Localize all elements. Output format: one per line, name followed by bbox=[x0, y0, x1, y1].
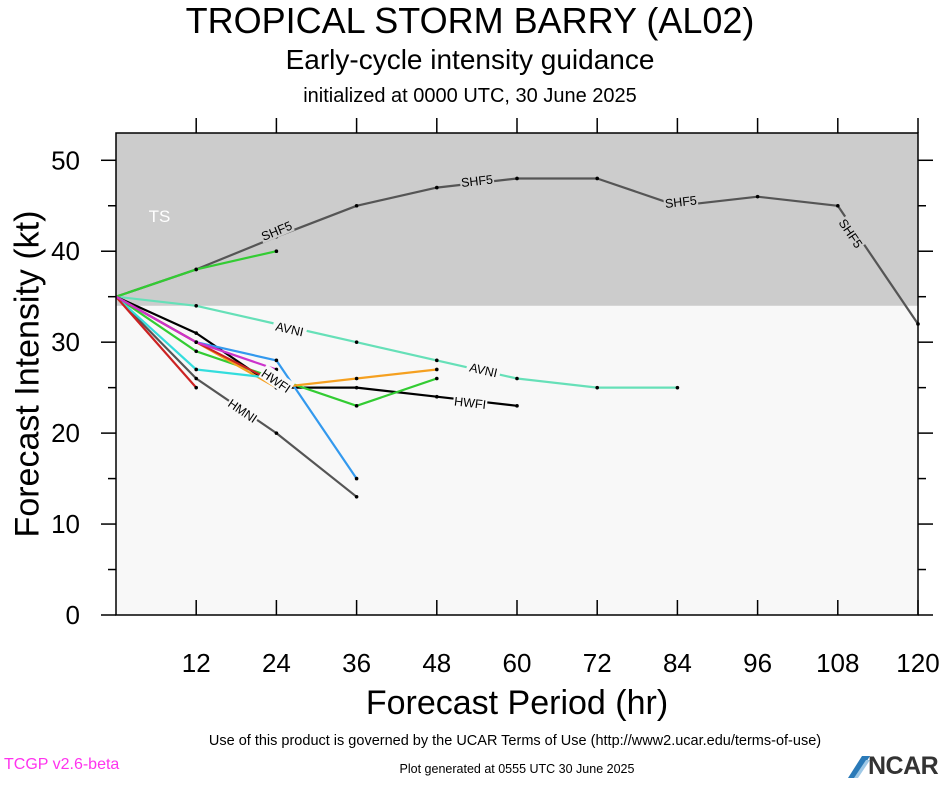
y-axis-title: Forecast Intensity (kt) bbox=[8, 210, 47, 538]
data-point-hmni bbox=[274, 431, 279, 435]
ts-band-label: TS bbox=[149, 207, 171, 226]
y-tick-label: 40 bbox=[51, 236, 80, 266]
series-line-avni bbox=[115, 295, 678, 389]
terms-of-use-notice: Use of this product is governed by the U… bbox=[208, 733, 822, 749]
series-label-background bbox=[257, 216, 295, 244]
series-label-background bbox=[452, 392, 489, 412]
series-label-text: SHF5 bbox=[460, 173, 493, 191]
x-tick-label: 60 bbox=[503, 648, 532, 678]
ncar-logo-text: NCAR bbox=[868, 752, 939, 780]
x-tick-label: 96 bbox=[743, 648, 772, 678]
ncar-logo: NCAR bbox=[848, 752, 939, 780]
x-tick-label: 72 bbox=[583, 648, 612, 678]
data-point-avni bbox=[435, 358, 439, 363]
series-label-background bbox=[224, 394, 262, 426]
series-label-shf5: SHF5 bbox=[459, 170, 495, 190]
y-tick-label: 20 bbox=[51, 418, 80, 448]
data-point-hwfi bbox=[515, 404, 519, 408]
x-tick-label: 84 bbox=[663, 648, 692, 678]
data-point-guidance-9 bbox=[194, 385, 198, 390]
series-label-text: SHF5 bbox=[664, 193, 697, 211]
series-label-avni: AVNI bbox=[465, 357, 502, 381]
ts-intensity-band bbox=[116, 133, 918, 306]
data-point-hmni bbox=[354, 494, 359, 499]
data-point-shf5 bbox=[755, 194, 760, 199]
data-point-avni bbox=[675, 385, 680, 390]
data-point-guidance-8 bbox=[194, 367, 198, 372]
y-tick-label: 30 bbox=[51, 327, 80, 357]
y-tick-label: 50 bbox=[51, 145, 80, 175]
data-point-guidance-6 bbox=[194, 349, 198, 354]
y-tick-label: 10 bbox=[51, 509, 80, 539]
data-point-guidance-6 bbox=[354, 404, 359, 408]
version-label: TCGP v2.6-beta bbox=[4, 756, 120, 773]
data-point-avni bbox=[595, 385, 599, 390]
series-label-background bbox=[662, 191, 699, 211]
data-point-shf5 bbox=[836, 203, 840, 208]
data-point-hwfi bbox=[435, 394, 439, 399]
y-tick-label: 0 bbox=[66, 600, 80, 630]
series-label-background bbox=[465, 357, 502, 381]
data-point-guidance-7 bbox=[354, 376, 359, 381]
data-point-guidance-4 bbox=[354, 476, 359, 481]
x-axis-title: Forecast Period (hr) bbox=[365, 684, 669, 722]
series-label-background bbox=[271, 316, 309, 340]
plot-frame bbox=[115, 132, 919, 616]
x-tick-label: 24 bbox=[262, 648, 291, 678]
series-label-text: AVNI bbox=[468, 360, 499, 380]
series-label-background bbox=[258, 364, 295, 396]
data-point-shf5 bbox=[515, 176, 519, 181]
data-point-guidance-6 bbox=[435, 376, 439, 381]
data-point-guidance-5 bbox=[194, 267, 198, 272]
data-point-hmni bbox=[194, 376, 198, 381]
x-tick-label: 36 bbox=[342, 648, 371, 678]
series-line-guidance-9 bbox=[115, 295, 198, 389]
data-point-guidance-5 bbox=[274, 249, 279, 254]
generated-timestamp: Plot generated at 0555 UTC 30 June 2025 bbox=[399, 762, 635, 776]
data-point-hwfi bbox=[354, 385, 359, 390]
x-tick-label: 108 bbox=[816, 648, 859, 678]
chart-title: TROPICAL STORM BARRY (AL02) bbox=[185, 0, 755, 41]
data-point-shf5 bbox=[435, 185, 439, 190]
series-label-hwfi: HWFI bbox=[452, 392, 489, 412]
x-tick-label: 12 bbox=[182, 648, 211, 678]
series-label-avni: AVNI bbox=[271, 316, 309, 340]
data-point-guidance-7 bbox=[435, 367, 439, 372]
data-point-guidance-11 bbox=[194, 340, 198, 344]
x-tick-label: 120 bbox=[896, 648, 939, 678]
plot-background bbox=[116, 305, 918, 615]
data-point-avni bbox=[354, 340, 359, 344]
series-label-background bbox=[459, 170, 495, 190]
series-label-background bbox=[835, 214, 868, 252]
series-label-shf5: SHF5 bbox=[662, 191, 699, 211]
chart-subtitle: Early-cycle intensity guidance bbox=[285, 44, 655, 75]
series-line-hwfi bbox=[115, 295, 518, 407]
initialization-line: initialized at 0000 UTC, 30 June 2025 bbox=[303, 85, 637, 107]
series-label-text: AVNI bbox=[274, 320, 305, 340]
data-point-hwfi bbox=[194, 331, 198, 335]
ncar-logo-icon bbox=[848, 756, 870, 778]
data-point-avni bbox=[194, 303, 198, 308]
data-point-guidance-4 bbox=[274, 358, 279, 363]
data-point-shf5 bbox=[354, 203, 359, 208]
data-point-shf5 bbox=[595, 176, 599, 181]
data-point-avni bbox=[515, 376, 519, 381]
x-tick-label: 48 bbox=[422, 648, 451, 678]
series-label-text: HWFI bbox=[453, 394, 486, 412]
